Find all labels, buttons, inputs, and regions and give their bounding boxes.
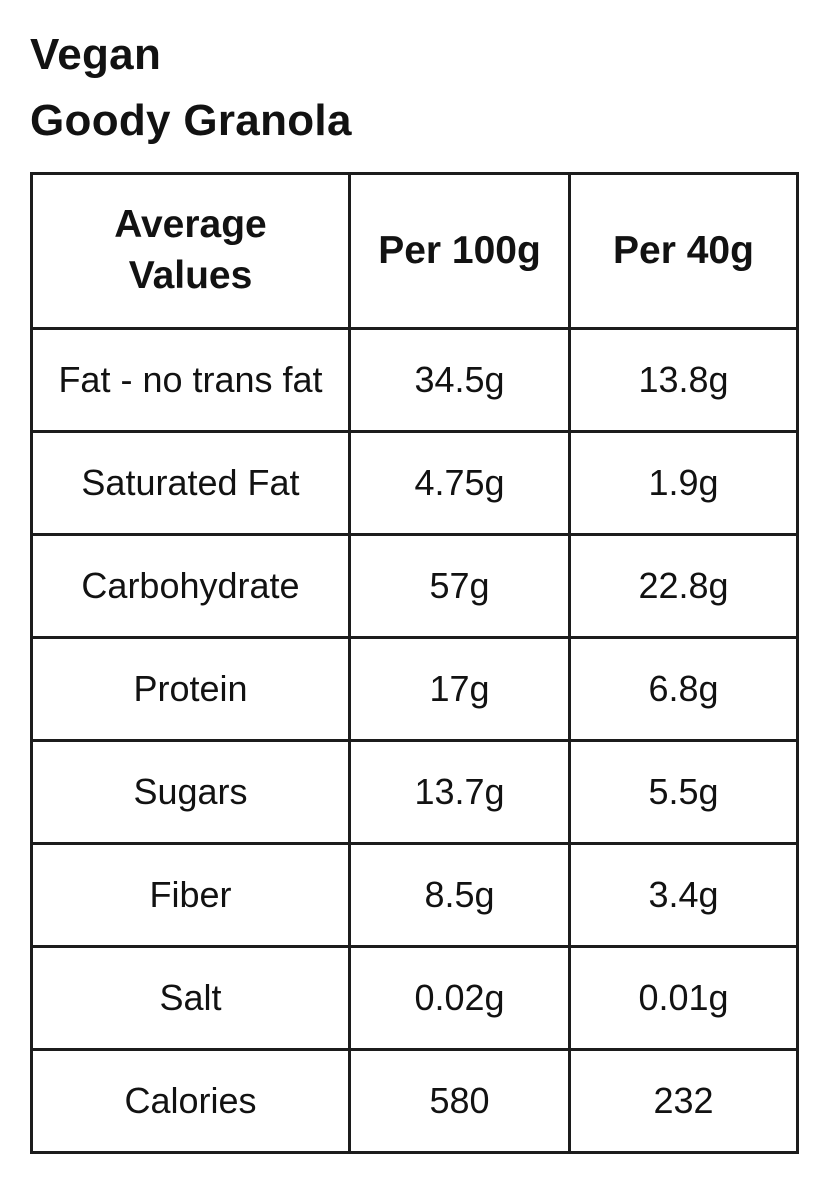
column-header-average-values-label: Average Values bbox=[114, 203, 267, 297]
per-40g-value: 1.9g bbox=[568, 430, 799, 536]
column-header-per-100g: Per 100g bbox=[348, 172, 571, 330]
table-row: Protein 17g 6.8g bbox=[30, 636, 799, 742]
table-row: Saturated Fat 4.75g 1.9g bbox=[30, 430, 799, 536]
table-row: Salt 0.02g 0.01g bbox=[30, 945, 799, 1051]
per-40g-value: 13.8g bbox=[568, 327, 799, 433]
nutrient-label: Calories bbox=[30, 1048, 351, 1154]
nutrient-label: Fat - no trans fat bbox=[30, 327, 351, 433]
per-100g-value: 13.7g bbox=[348, 739, 571, 845]
per-40g-value: 5.5g bbox=[568, 739, 799, 845]
per-40g-value: 0.01g bbox=[568, 945, 799, 1051]
table-row: Fat - no trans fat 34.5g 13.8g bbox=[30, 327, 799, 433]
nutrient-label: Carbohydrate bbox=[30, 533, 351, 639]
table-row: Sugars 13.7g 5.5g bbox=[30, 739, 799, 845]
nutrition-table: Average Values Per 100g Per 40g Fat - no… bbox=[30, 172, 799, 1154]
column-header-average-values: Average Values bbox=[30, 172, 351, 330]
table-body: Fat - no trans fat 34.5g 13.8g Saturated Fa… bbox=[30, 327, 799, 1154]
nutrient-label: Protein bbox=[30, 636, 351, 742]
per-100g-value: 34.5g bbox=[348, 327, 571, 433]
nutrition-label-page: Vegan Goody Granola Average Values Per 10… bbox=[30, 22, 799, 1154]
table-row: Calories 580 232 bbox=[30, 1048, 799, 1154]
per-100g-value: 57g bbox=[348, 533, 571, 639]
nutrient-label: Sugars bbox=[30, 739, 351, 845]
nutrient-label: Saturated Fat bbox=[30, 430, 351, 536]
nutrient-label: Salt bbox=[30, 945, 351, 1051]
per-100g-value: 580 bbox=[348, 1048, 571, 1154]
per-40g-value: 3.4g bbox=[568, 842, 799, 948]
per-100g-value: 17g bbox=[348, 636, 571, 742]
per-100g-value: 8.5g bbox=[348, 842, 571, 948]
table-row: Fiber 8.5g 3.4g bbox=[30, 842, 799, 948]
per-100g-value: 4.75g bbox=[348, 430, 571, 536]
nutrient-label: Fiber bbox=[30, 842, 351, 948]
table-header-row: Average Values Per 100g Per 40g bbox=[30, 172, 799, 330]
per-100g-value: 0.02g bbox=[348, 945, 571, 1051]
page-title: Vegan Goody Granola bbox=[30, 22, 791, 154]
page-title-line-2: Goody Granola bbox=[30, 96, 352, 145]
column-header-per-40g: Per 40g bbox=[568, 172, 799, 330]
per-40g-value: 232 bbox=[568, 1048, 799, 1154]
page-title-line-1: Vegan bbox=[30, 30, 162, 79]
per-40g-value: 6.8g bbox=[568, 636, 799, 742]
table-row: Carbohydrate 57g 22.8g bbox=[30, 533, 799, 639]
per-40g-value: 22.8g bbox=[568, 533, 799, 639]
